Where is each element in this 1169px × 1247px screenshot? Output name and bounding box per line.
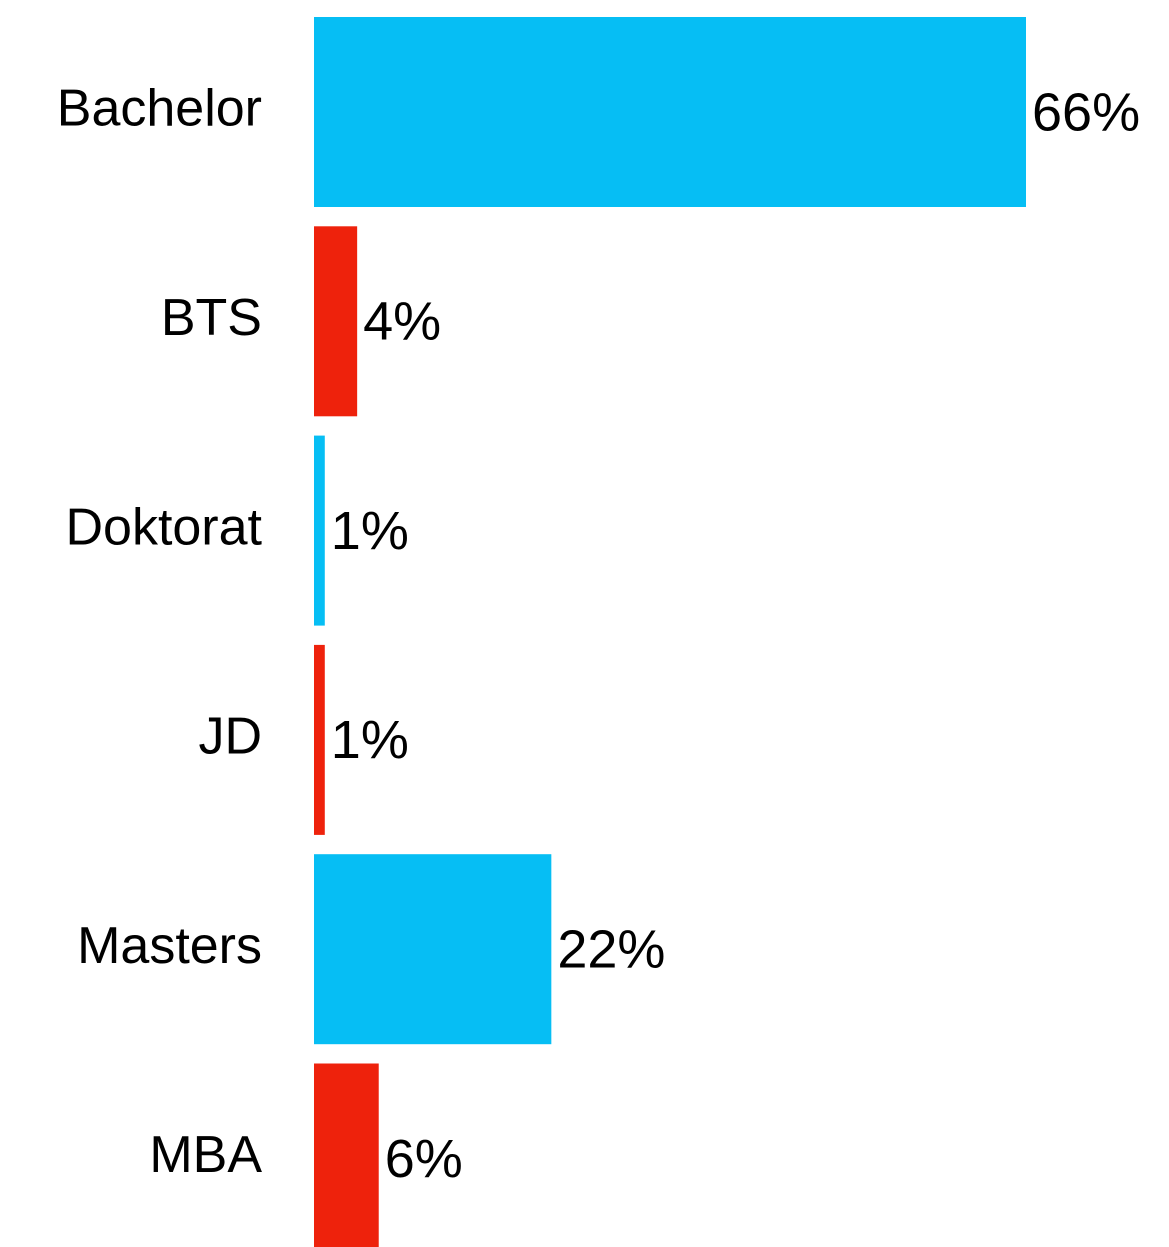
value-label: 22% [557, 919, 665, 979]
category-label: JD [198, 708, 262, 766]
category-label: Bachelor [57, 80, 262, 138]
category-label: Doktorat [65, 498, 262, 556]
bar [314, 854, 552, 1045]
category-label: BTS [161, 289, 262, 347]
value-label: 66% [1032, 82, 1140, 142]
value-label: 1% [331, 710, 409, 770]
value-label: 6% [385, 1129, 463, 1189]
category-label: Masters [77, 917, 262, 975]
category-label: MBA [149, 1126, 262, 1184]
value-label: 4% [363, 292, 441, 352]
bar [314, 644, 325, 835]
bar [314, 435, 325, 626]
bar [314, 1063, 379, 1247]
value-label: 1% [331, 501, 409, 561]
bar [314, 226, 358, 417]
bar [314, 17, 1026, 207]
